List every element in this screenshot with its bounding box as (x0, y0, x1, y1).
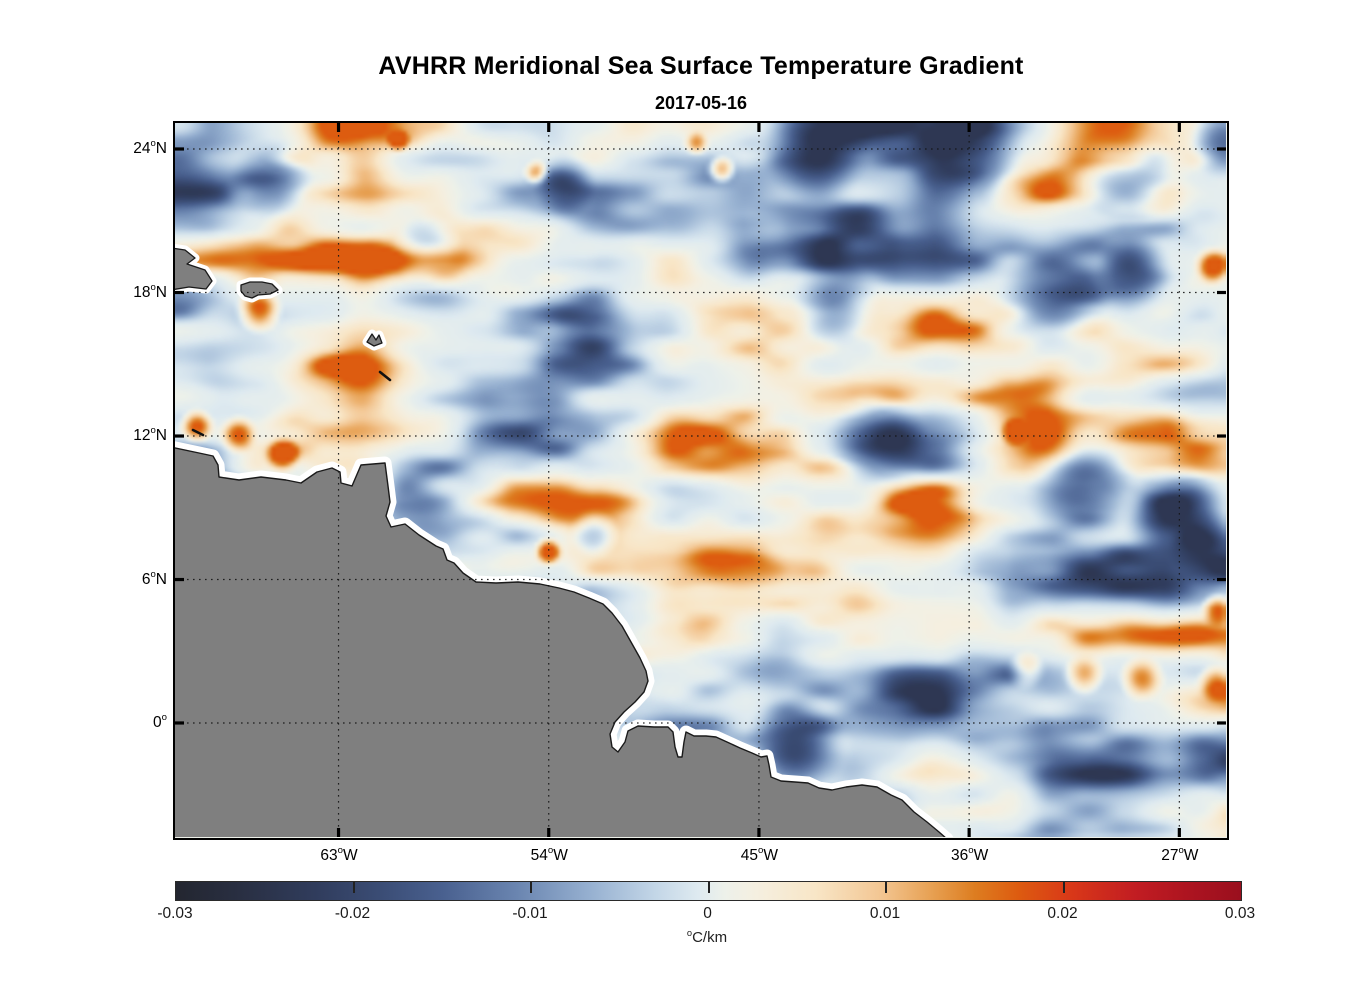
degree-superscript: o (968, 845, 974, 857)
colorbar-tick-label: 0.03 (1224, 905, 1256, 922)
degree-superscript: o (150, 425, 156, 437)
colorbar-tick (707, 882, 710, 893)
colorbar-tick (1062, 882, 1065, 893)
degree-superscript: o (150, 568, 156, 580)
y-axis-tick-label: 6oN (141, 568, 167, 588)
colorbar-unit-label: oC/km (686, 927, 728, 946)
x-axis-tick-label: 27oW (1161, 845, 1199, 864)
degree-superscript: o (758, 845, 764, 857)
y-axis-tick-label: 0o (153, 712, 167, 731)
mainland-landmass (175, 447, 946, 837)
colorbar-tick-label: -0.03 (157, 905, 193, 922)
colorbar-tick-label: -0.02 (334, 905, 371, 922)
colorbar-tick (352, 882, 355, 893)
colorbar-tick-label: 0 (703, 905, 712, 922)
island (366, 333, 383, 347)
y-axis-tick-label: 12oN (133, 425, 167, 445)
islet-mark (191, 428, 205, 437)
colorbar-tick-label: -0.01 (512, 905, 548, 922)
x-axis-tick-label: 45oW (740, 845, 779, 864)
x-axis-tick-label: 54oW (530, 845, 568, 864)
degree-superscript: o (337, 845, 344, 857)
figure-title: AVHRR Meridional Sea Surface Temperature… (378, 52, 1024, 80)
map-plot (173, 121, 1229, 840)
degree-superscript: o (686, 927, 693, 938)
degree-superscript: o (150, 138, 156, 150)
colorbar (175, 881, 1242, 901)
y-axis-tick-label: 24oN (133, 138, 167, 157)
degree-superscript: o (1178, 845, 1184, 857)
colorbar-tick-label: 0.02 (1047, 905, 1078, 922)
map-overlay-svg (175, 123, 1226, 837)
colorbar-tick (885, 882, 887, 893)
colorbar-tick-label: 0.01 (869, 905, 901, 922)
colorbar-tick (530, 882, 532, 893)
degree-superscript: o (161, 712, 167, 724)
degree-superscript: o (547, 845, 554, 857)
island (240, 281, 279, 299)
x-axis-tick-label: 36oW (951, 845, 989, 864)
x-axis-tick-label: 63oW (320, 845, 358, 864)
figure-date: 2017-05-16 (654, 93, 748, 113)
islet-mark (378, 370, 392, 382)
y-axis-tick-label: 18oN (133, 281, 167, 301)
island (175, 247, 213, 290)
degree-superscript: o (150, 281, 156, 293)
